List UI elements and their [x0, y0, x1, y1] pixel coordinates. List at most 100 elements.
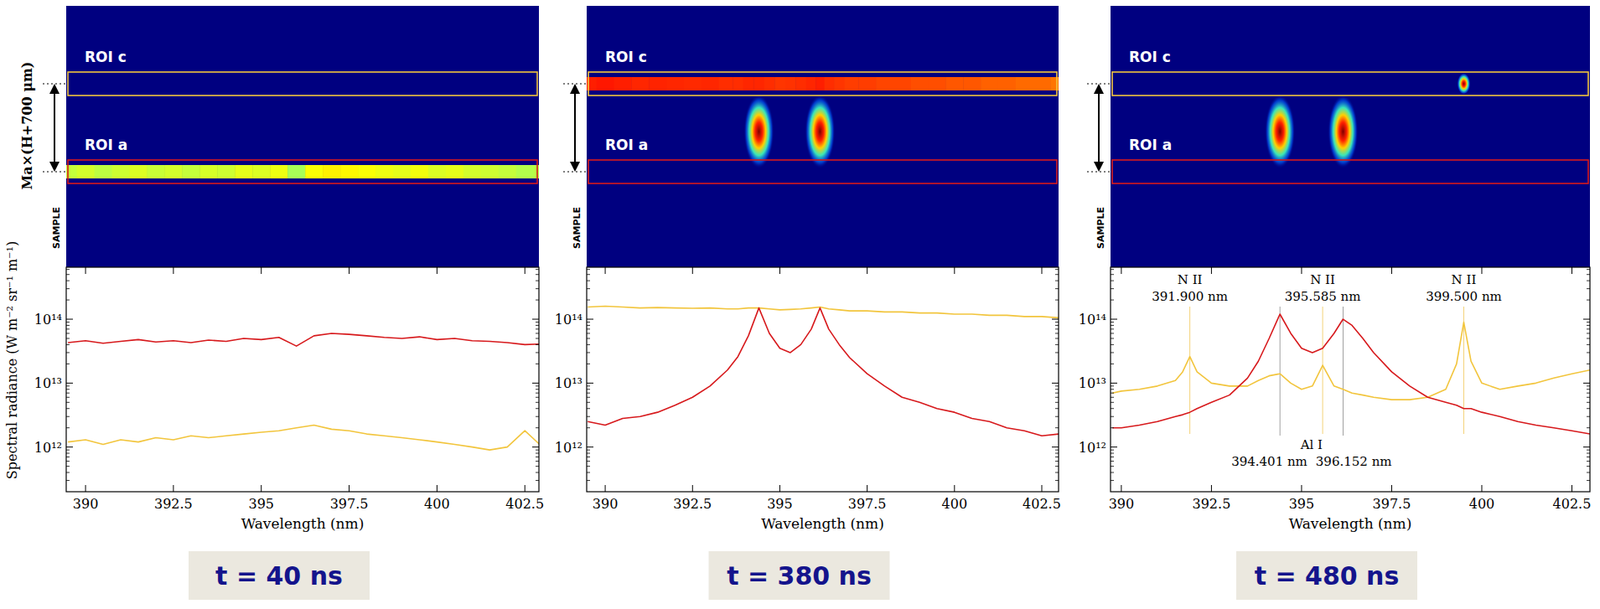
y-minor-tick: [1110, 456, 1114, 458]
scale-label: Ma×(H+700 μm): [19, 62, 36, 191]
y-minor-tick: [586, 300, 591, 301]
y-minor-tick: [535, 460, 539, 462]
sample-label: SAMPLE: [1095, 207, 1107, 249]
y-minor-tick: [1055, 338, 1059, 340]
x-tick-label: 392.5: [673, 496, 712, 513]
image-band: [498, 165, 517, 179]
image-band: [998, 77, 1016, 91]
x-tick-label: 395: [1289, 496, 1316, 513]
image-content: [1264, 72, 1471, 169]
emission-spot: [743, 94, 774, 169]
y-tick: [66, 446, 73, 448]
y-minor-tick: [66, 385, 70, 387]
y-minor-tick: [1110, 416, 1114, 418]
y-minor-tick: [66, 288, 70, 290]
annotation-wavelength: 396.152 nm: [1315, 454, 1393, 470]
x-tick: [1040, 267, 1042, 275]
y-tick: [1051, 383, 1059, 384]
y-minor-tick: [1110, 352, 1114, 353]
image-band: [77, 165, 95, 179]
plot-content: [1112, 306, 1590, 436]
image-band: [701, 77, 720, 91]
y-minor-tick: [1586, 402, 1590, 404]
x-tick: [1120, 267, 1122, 275]
image-band: [753, 77, 765, 91]
image-band: [858, 77, 876, 91]
y-minor-tick: [535, 453, 539, 455]
arrow-head: [1093, 83, 1104, 94]
image-band: [217, 165, 235, 179]
y-minor-tick: [1586, 388, 1590, 390]
y-minor-tick: [535, 397, 539, 399]
y-minor-tick: [1055, 274, 1059, 275]
panel: ROI cROI aSAMPLE10¹²10¹³10¹⁴390392.53953…: [1078, 5, 1592, 601]
y-tick: [1110, 446, 1118, 448]
x-tick: [866, 485, 868, 492]
image-band: [764, 77, 776, 91]
y-minor-tick: [586, 472, 591, 474]
x-tick: [436, 485, 438, 492]
y-minor-tick: [1055, 388, 1059, 390]
y-minor-tick: [535, 352, 539, 353]
y-minor-tick: [66, 274, 70, 275]
image-band: [481, 165, 499, 179]
x-tick-label: 390: [592, 496, 619, 513]
annotation-species: N II: [1177, 272, 1203, 288]
image-band: [631, 77, 649, 91]
y-minor-tick: [535, 393, 539, 394]
y-minor-tick: [66, 456, 70, 458]
image-background: [1110, 5, 1590, 268]
y-minor-tick: [535, 274, 539, 275]
annotation-wavelength: 391.900 nm: [1151, 289, 1228, 305]
y-minor-tick: [535, 300, 539, 301]
x-axis-title: Wavelength (nm): [761, 515, 885, 533]
x-tick-label: 400: [942, 496, 969, 513]
y-minor-tick: [66, 300, 70, 301]
y-minor-tick: [1110, 363, 1114, 365]
y-minor-tick: [586, 321, 591, 323]
y-minor-tick: [535, 325, 539, 327]
panel: ROI cROI aSAMPLEMa×(H+700 μm)10¹²10¹³10¹…: [4, 5, 552, 601]
y-minor-tick: [1055, 332, 1059, 334]
x-tick: [172, 485, 174, 492]
x-tick: [779, 267, 781, 275]
y-minor-tick: [66, 397, 70, 399]
y-tick-label: 10¹⁴: [554, 311, 583, 328]
y-minor-tick: [1586, 460, 1590, 462]
x-tick: [866, 267, 868, 275]
y-minor-tick: [1586, 300, 1590, 301]
x-tick-label: 395: [248, 496, 275, 513]
annotation-line: [1342, 306, 1344, 436]
y-minor-tick: [586, 456, 591, 458]
sample-label: SAMPLE: [51, 207, 63, 249]
image-band: [806, 77, 817, 91]
scale-arrow: [1097, 90, 1100, 166]
plot-background: [586, 267, 1059, 492]
x-tick-label: 400: [424, 496, 451, 513]
y-minor-tick: [535, 408, 539, 410]
x-tick: [85, 485, 87, 492]
arrow-head: [49, 161, 60, 172]
y-minor-tick: [535, 363, 539, 365]
y-minor-tick: [1586, 408, 1590, 410]
time-label: t = 480 ns: [1254, 561, 1400, 591]
plot-background: [66, 267, 539, 492]
emission-spot: [1456, 72, 1471, 95]
figure: ROI cROI aSAMPLEMa×(H+700 μm)10¹²10¹³10¹…: [0, 0, 1600, 609]
y-minor-tick: [1055, 269, 1059, 270]
roi-label: ROI a: [84, 136, 128, 154]
x-tick-label: 402.5: [1553, 496, 1592, 513]
x-axis-title: Wavelength (nm): [241, 515, 365, 533]
y-minor-tick: [1586, 280, 1590, 282]
y-minor-tick: [1586, 344, 1590, 346]
y-minor-tick: [1110, 472, 1114, 474]
y-minor-tick: [66, 466, 70, 467]
x-tick-label: 392.5: [154, 496, 193, 513]
y-minor-tick: [586, 388, 591, 390]
image-band: [963, 77, 981, 91]
arrow-head: [49, 83, 60, 94]
y-minor-tick: [1110, 427, 1114, 429]
y-minor-tick: [1055, 325, 1059, 327]
y-minor-tick: [1055, 427, 1059, 429]
x-tick: [436, 267, 438, 275]
